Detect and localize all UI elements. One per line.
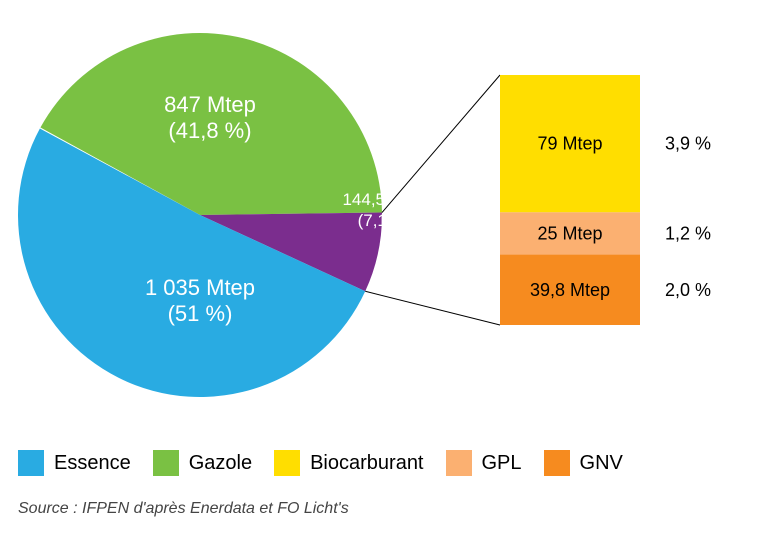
pie-slice-gazole-pct: (41,8 %) bbox=[168, 118, 251, 143]
breakout-leader-bottom bbox=[365, 291, 500, 325]
pie-slice-essence-value: 1 035 Mtep bbox=[145, 275, 255, 300]
swatch-biocarburant bbox=[274, 450, 300, 476]
legend-label-gnv: GNV bbox=[580, 452, 623, 475]
pie-slice-other-pct: (7,1 %) bbox=[358, 211, 413, 230]
legend-item-gnv: GNV bbox=[544, 450, 623, 476]
breakout-leader-top bbox=[382, 75, 500, 213]
swatch-gazole bbox=[153, 450, 179, 476]
legend-label-gpl: GPL bbox=[482, 452, 522, 475]
legend-label-essence: Essence bbox=[54, 452, 131, 475]
breakout-bar-gnv-pct: 2,0 % bbox=[665, 280, 711, 300]
breakout-bar-gpl-pct: 1,2 % bbox=[665, 223, 711, 243]
breakout-bar-biocarburant-pct: 3,9 % bbox=[665, 134, 711, 154]
pie-slice-other-value: 144,5 Mtep bbox=[342, 190, 427, 209]
legend-item-gazole: Gazole bbox=[153, 450, 252, 476]
legend-label-biocarburant: Biocarburant bbox=[310, 452, 423, 475]
source-line: Source : IFPEN d'après Enerdata et FO Li… bbox=[18, 500, 349, 518]
breakout-bar-gpl-value: 25 Mtep bbox=[537, 223, 602, 243]
fuel-pie-chart: 1 035 Mtep(51 %) 847 Mtep(41,8 %) 144,5 Mt… bbox=[0, 0, 760, 440]
pie-slice-essence-pct: (51 %) bbox=[168, 301, 233, 326]
breakout-bar-gnv-value: 39,8 Mtep bbox=[530, 280, 610, 300]
swatch-gpl bbox=[446, 450, 472, 476]
breakout-bar-biocarburant-value: 79 Mtep bbox=[537, 134, 602, 154]
swatch-gnv bbox=[544, 450, 570, 476]
legend-item-essence: Essence bbox=[18, 450, 131, 476]
legend-label-gazole: Gazole bbox=[189, 452, 252, 475]
pie-slice-gazole-value: 847 Mtep bbox=[164, 92, 256, 117]
legend-item-gpl: GPL bbox=[446, 450, 522, 476]
legend: Essence Gazole Biocarburant GPL GNV bbox=[18, 450, 623, 476]
legend-item-biocarburant: Biocarburant bbox=[274, 450, 423, 476]
swatch-essence bbox=[18, 450, 44, 476]
